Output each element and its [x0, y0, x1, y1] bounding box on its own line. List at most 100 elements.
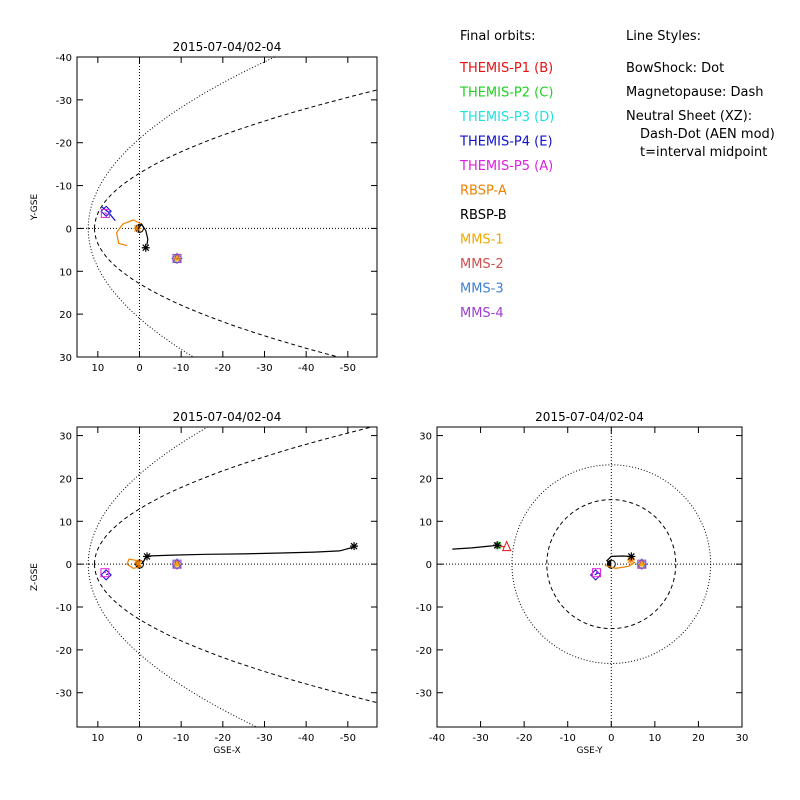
x-tick-label: -10 [560, 733, 576, 744]
orbit-end-marker [100, 569, 112, 581]
legend-entry: RBSP-A [460, 184, 507, 199]
magnetopause-curve [94, 564, 377, 704]
y-tick-label: -40 [56, 53, 72, 64]
orbit-end-marker [100, 208, 110, 218]
y-tick-label: -20 [56, 139, 72, 150]
orbit-end-marker [636, 558, 648, 570]
line-style-text: t=interval midpoint [640, 145, 767, 160]
x-tick-label: 10 [648, 733, 661, 744]
panel-yz: -40 -30 -20 -10 0 10 20 30 -30 -20 -10 0 10 20 30 2015-… [416, 410, 749, 756]
y-tick-label: 0 [426, 560, 432, 571]
orbit-end-marker [627, 552, 636, 561]
legend-entry: MMS-2 [460, 257, 504, 272]
panel-title: 2015-07-04/02-04 [173, 40, 282, 54]
orbit-end-marker [141, 243, 150, 252]
y-tick-label: -10 [56, 182, 72, 193]
legend-entry: THEMIS-P5 (A) [459, 159, 553, 174]
line-styles-legend: Line Styles: BowShock: Dot Magnetopause: … [626, 29, 775, 160]
legend-entry: MMS-3 [460, 282, 504, 297]
orbit-end-marker [501, 540, 512, 552]
orbit-track [594, 572, 599, 576]
y-tick-label: 30 [59, 353, 72, 364]
y-tick-label: 0 [66, 560, 72, 571]
orbit-track [176, 258, 179, 260]
plot-area [77, 57, 377, 357]
legend-entry: THEMIS-P3 (D) [459, 110, 554, 125]
orbit-track [103, 571, 107, 574]
line-style-text: Neutral Sheet (XZ): [626, 109, 752, 124]
y-tick-label: -30 [416, 689, 432, 700]
orbit-track [105, 573, 109, 576]
y-tick-label: 10 [419, 517, 432, 528]
x-tick-label: -20 [516, 733, 532, 744]
panel-xy: 10 0 -10 -20 -30 -40 -50 30 20 10 0 -10 -20 -30 -40 201… [30, 40, 378, 374]
orbit-end-marker [171, 558, 183, 570]
y-tick-label: -30 [56, 96, 72, 107]
orbit-end-marker [350, 542, 359, 551]
x-tick-label: -20 [215, 733, 231, 744]
orbit-track [604, 561, 636, 570]
y-tick-label: 20 [59, 310, 72, 321]
x-tick-label: -50 [340, 363, 356, 374]
y-tick-label: 30 [59, 432, 72, 443]
x-tick-label: -40 [298, 733, 314, 744]
orbit-track [147, 546, 355, 557]
line-style-text: Magnetopause: Dash [626, 85, 763, 100]
legend-entry: MMS-1 [460, 233, 504, 248]
orbit-end-marker [637, 559, 647, 569]
plot-frame [76, 426, 378, 728]
orbit-end-marker [637, 560, 646, 569]
y-tick-label: -10 [416, 603, 432, 614]
orbit-end-marker [493, 541, 502, 550]
x-tick-label: -40 [298, 363, 314, 374]
bowshock-curve [87, 57, 277, 229]
plot-area [437, 427, 742, 727]
legend-entry: THEMIS-P4 (E) [459, 135, 553, 150]
plot-frame [436, 426, 743, 728]
y-tick-label: 30 [419, 432, 432, 443]
y-tick-label: 0 [66, 224, 72, 235]
x-tick-label: -30 [472, 733, 488, 744]
line-styles-heading: Line Styles: [626, 29, 701, 44]
x-tick-label: 30 [736, 733, 749, 744]
panel-title: 2015-07-04/02-04 [535, 410, 644, 424]
x-tick-label: -30 [256, 733, 272, 744]
orbit-track [500, 545, 505, 548]
plot-area [77, 427, 377, 727]
x-tick-label: -50 [340, 733, 356, 744]
y-tick-label: 20 [419, 474, 432, 485]
orbit-end-marker [172, 559, 182, 569]
line-style-text: BowShock: Dot [626, 61, 724, 76]
magnetopause-curve [546, 499, 677, 630]
y-tick-label: -20 [56, 646, 72, 657]
y-tick-label: -30 [56, 689, 72, 700]
orbit-end-marker [133, 224, 142, 233]
panel-title: 2015-07-04/02-04 [173, 410, 282, 424]
x-tick-label: -40 [429, 733, 445, 744]
line-style-text: Dash-Dot (AEN mod) [640, 127, 775, 142]
orbit-track [595, 571, 599, 574]
y-axis-label: Z-GSE [30, 563, 40, 591]
x-axis-label: GSE-X [213, 746, 240, 756]
orbit-end-marker [591, 568, 601, 578]
x-tick-label: 0 [136, 733, 142, 744]
x-tick-label: -10 [173, 363, 189, 374]
orbit-end-marker [173, 560, 181, 569]
orbit-end-marker [134, 559, 143, 568]
legend-entry: THEMIS-P1 (B) [459, 61, 553, 76]
magnetopause-curve [94, 89, 377, 229]
legend-entry: THEMIS-P2 (C) [459, 86, 553, 101]
orbit-end-marker [171, 252, 183, 265]
y-axis-label: Y-GSE [30, 194, 40, 222]
x-tick-label: 10 [91, 733, 104, 744]
y-tick-label: -20 [416, 646, 432, 657]
x-tick-label: 0 [136, 363, 142, 374]
legend-entry: RBSP-B [460, 208, 507, 223]
x-tick-label: 0 [608, 733, 614, 744]
plot-frame [76, 56, 378, 358]
x-tick-label: 10 [91, 363, 104, 374]
orbit-track [126, 558, 142, 570]
orbit-track [605, 555, 631, 565]
x-tick-label: -20 [215, 363, 231, 374]
